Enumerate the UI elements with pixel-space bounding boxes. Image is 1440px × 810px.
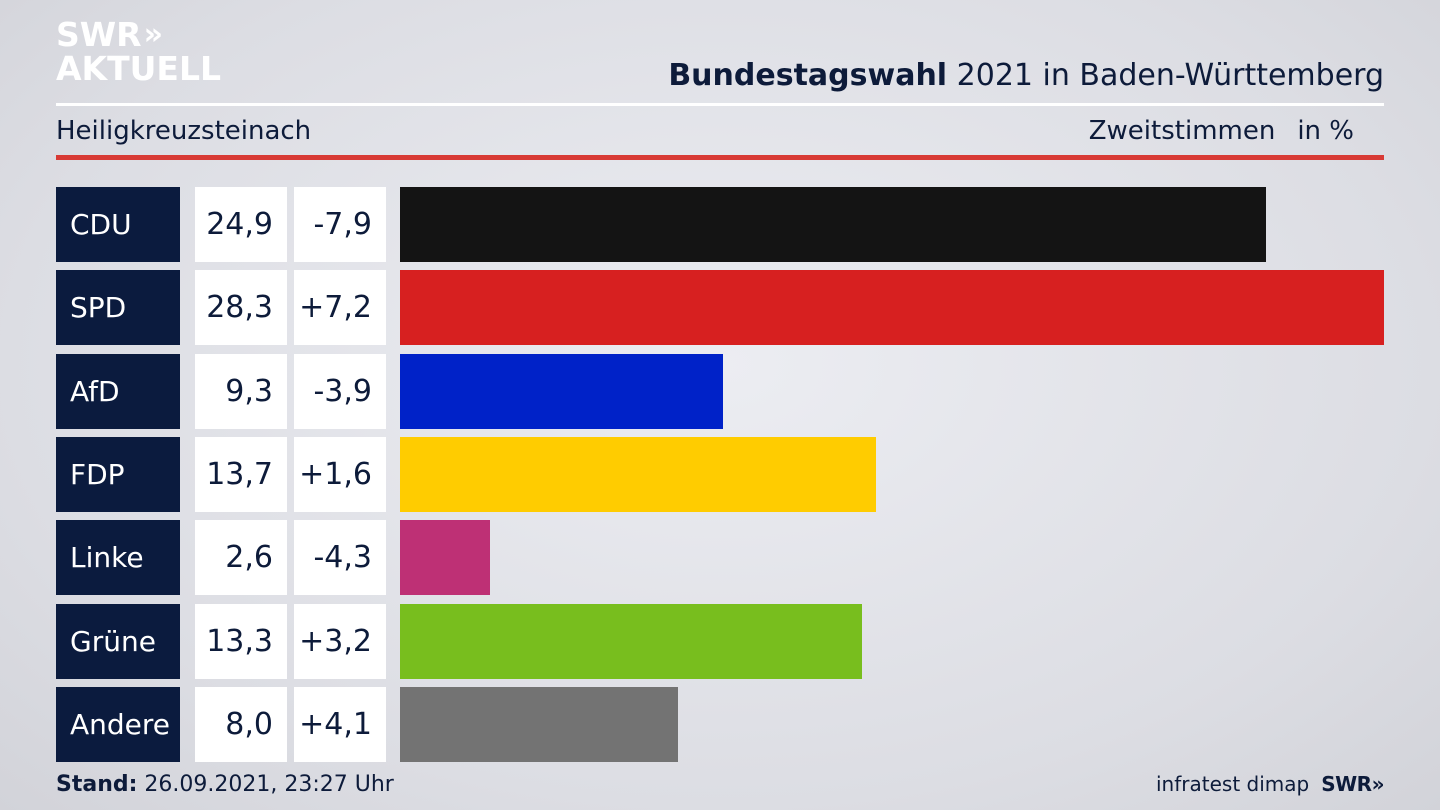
measure-label: Zweitstimmen in %: [1089, 116, 1354, 146]
vote-share-label: 8,0: [195, 686, 287, 762]
party-label: Linke: [56, 520, 180, 596]
timestamp: Stand: 26.09.2021, 23:27 Uhr: [56, 772, 394, 797]
measure-unit: in %: [1297, 116, 1354, 146]
party-label: AfD: [56, 353, 180, 429]
party-label: Grüne: [56, 603, 180, 679]
vote-share-bar: [400, 187, 1266, 262]
change-label: -3,9: [294, 353, 386, 429]
page-title: Bundestagswahl 2021 in Baden-Württemberg: [668, 58, 1384, 93]
change-label: -4,3: [294, 520, 386, 596]
party-row: Grüne 13,3 +3,2: [56, 603, 1384, 679]
vote-share-bar: [400, 270, 1384, 346]
title-bold: Bundestagswahl: [668, 58, 948, 93]
party-row: FDP 13,7 +1,6: [56, 436, 1384, 512]
vote-share-label: 2,6: [195, 520, 287, 596]
accent-divider: [56, 155, 1384, 160]
vote-share-bar: [400, 603, 863, 679]
vote-share-bar: [400, 353, 724, 429]
change-label: +1,6: [294, 436, 386, 512]
swr-aktuell-logo: SWR » AKTUELL: [56, 18, 221, 86]
vote-share-label: 28,3: [195, 270, 287, 346]
party-row: SPD 28,3 +7,2: [56, 270, 1384, 346]
party-label: Andere: [56, 686, 180, 762]
party-label: FDP: [56, 436, 180, 512]
party-row: Linke 2,6 -4,3: [56, 520, 1384, 596]
change-label: +7,2: [294, 270, 386, 346]
source-credit: infratest dimap SWR»: [1156, 772, 1384, 796]
title-rest: 2021 in Baden-Württemberg: [956, 58, 1384, 93]
vote-share-label: 9,3: [195, 353, 287, 429]
party-row: CDU 24,9 -7,9: [56, 187, 1384, 262]
party-row: AfD 9,3 -3,9: [56, 353, 1384, 429]
party-label: CDU: [56, 187, 180, 262]
logo-aktuell-text: AKTUELL: [56, 49, 222, 88]
vote-share-label: 13,7: [195, 436, 287, 512]
stand-value: 26.09.2021, 23:27 Uhr: [144, 772, 394, 797]
logo-chevron-icon: »: [143, 17, 164, 52]
header-divider: [56, 103, 1384, 106]
change-label: +4,1: [294, 686, 386, 762]
vote-share-label: 13,3: [195, 603, 287, 679]
vote-share-label: 24,9: [195, 187, 287, 262]
vote-share-bar: [400, 436, 877, 512]
party-row: Andere 8,0 +4,1: [56, 686, 1384, 762]
measure-name: Zweitstimmen: [1088, 116, 1276, 146]
change-label: +3,2: [294, 603, 386, 679]
stand-label: Stand:: [56, 772, 138, 797]
party-label: SPD: [56, 270, 180, 346]
vote-share-bar: [400, 520, 491, 596]
source-name: infratest dimap: [1156, 772, 1310, 796]
swr-brand-logo: SWR»: [1321, 772, 1384, 796]
place-name: Heiligkreuzsteinach: [56, 116, 312, 146]
vote-share-bar: [400, 686, 679, 762]
change-label: -7,9: [294, 187, 386, 262]
logo-swr-text: SWR: [56, 15, 142, 54]
